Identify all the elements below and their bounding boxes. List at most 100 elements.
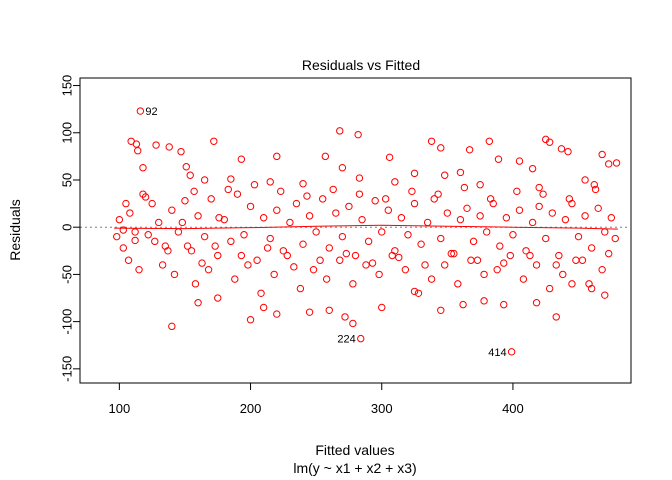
- residual-point: [177, 147, 185, 156]
- residual-point: [316, 256, 324, 264]
- residual-point: [170, 270, 179, 279]
- residual-point: [532, 261, 541, 269]
- residual-point: [194, 299, 202, 307]
- residual-point: [385, 153, 394, 162]
- residual-point: [364, 237, 373, 246]
- residual-point: [574, 232, 583, 241]
- residual-point: [357, 334, 365, 343]
- residual-point: [410, 287, 419, 296]
- residual-point: [305, 308, 314, 316]
- residual-point: [273, 206, 281, 214]
- residual-point: [542, 234, 550, 243]
- residual-point: [408, 187, 416, 196]
- residual-point: [270, 270, 278, 279]
- residual-point: [246, 202, 255, 211]
- residual-point: [545, 284, 554, 293]
- residual-point: [427, 275, 436, 283]
- residual-point: [227, 237, 235, 246]
- residual-point: [122, 199, 130, 208]
- y-tick-label: 100: [59, 122, 74, 144]
- y-tick-label: -150: [59, 356, 74, 382]
- annotation-label: 414: [488, 347, 506, 359]
- residual-point: [210, 137, 218, 145]
- residual-point: [362, 261, 370, 269]
- residual-point: [594, 204, 602, 213]
- residual-point: [565, 195, 574, 203]
- residual-point: [132, 140, 141, 148]
- residual-point: [237, 155, 246, 163]
- residual-point: [136, 107, 145, 115]
- residual-point: [214, 294, 222, 302]
- x-tick-label: 400: [502, 401, 524, 416]
- residual-point: [174, 228, 183, 236]
- residual-point: [480, 297, 488, 305]
- residual-point: [417, 240, 425, 248]
- residual-point: [319, 195, 327, 203]
- residual-point: [322, 275, 331, 283]
- residual-point: [277, 187, 285, 196]
- residual-point: [341, 313, 349, 321]
- residual-point: [151, 237, 159, 246]
- residual-point: [283, 251, 291, 260]
- residual-point: [552, 313, 560, 321]
- residual-point: [345, 202, 353, 211]
- residual-point: [548, 209, 556, 217]
- residual-point: [312, 228, 320, 236]
- residual-point: [131, 236, 139, 245]
- residual-point: [450, 249, 458, 258]
- residual-point: [384, 206, 392, 214]
- residual-point: [263, 244, 272, 252]
- y-tick-label: 150: [59, 75, 74, 97]
- residual-point: [273, 310, 281, 318]
- residual-point: [564, 147, 572, 156]
- residual-point: [388, 251, 396, 260]
- smooth-trend-line: [114, 224, 618, 230]
- residual-point: [456, 215, 465, 224]
- residual-point: [494, 155, 503, 163]
- y-tick-label: -50: [59, 265, 74, 284]
- residual-point: [358, 215, 366, 224]
- residual-point: [191, 280, 200, 288]
- residual-point: [459, 300, 467, 309]
- residual-point: [476, 181, 484, 189]
- residual-point: [224, 185, 232, 194]
- residual-point: [535, 202, 543, 211]
- residual-point: [325, 244, 333, 252]
- residual-point: [194, 212, 202, 220]
- residual-point: [296, 284, 305, 293]
- residual-point: [476, 212, 484, 220]
- residual-point: [447, 249, 455, 258]
- residual-point: [414, 289, 423, 297]
- y-axis-label: Residuals: [7, 199, 23, 260]
- residual-point: [349, 280, 357, 288]
- y-tick-label: 50: [59, 173, 74, 187]
- residual-point: [607, 214, 616, 222]
- residual-point: [378, 228, 386, 236]
- residual-point: [332, 209, 340, 217]
- residual-point: [148, 199, 156, 208]
- residual-point: [181, 197, 189, 205]
- residual-point: [257, 289, 265, 297]
- residual-point: [279, 247, 288, 255]
- residual-point: [336, 127, 344, 135]
- residual-point: [178, 218, 187, 227]
- residual-point: [423, 218, 432, 227]
- residual-point: [375, 270, 383, 279]
- residual-point: [220, 215, 229, 224]
- residual-point: [486, 195, 495, 203]
- residual-point: [305, 212, 314, 220]
- residual-point: [292, 199, 301, 208]
- residual-point: [434, 190, 442, 198]
- chart-title: Residuals vs Fitted: [302, 57, 420, 73]
- residual-point: [493, 265, 501, 274]
- residual-point: [204, 265, 213, 274]
- residual-point: [126, 209, 134, 217]
- x-tick-label: 200: [240, 401, 262, 416]
- residual-point: [502, 214, 511, 222]
- residual-point: [290, 263, 298, 271]
- residual-point: [410, 169, 419, 178]
- residual-point: [612, 159, 621, 167]
- residual-point: [155, 218, 163, 227]
- residual-point: [509, 231, 517, 239]
